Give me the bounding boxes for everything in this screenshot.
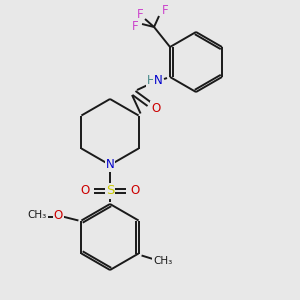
Text: O: O [54, 209, 63, 222]
Text: F: F [137, 8, 143, 22]
Text: N: N [106, 158, 114, 172]
Text: N: N [154, 74, 162, 88]
Text: CH₃: CH₃ [28, 211, 47, 220]
Text: CH₃: CH₃ [153, 256, 172, 266]
Text: O: O [152, 101, 160, 115]
Text: F: F [162, 4, 168, 16]
Text: H: H [147, 74, 155, 88]
Text: F: F [132, 20, 138, 32]
Text: O: O [80, 184, 90, 197]
Text: S: S [106, 184, 114, 197]
Text: O: O [130, 184, 140, 197]
